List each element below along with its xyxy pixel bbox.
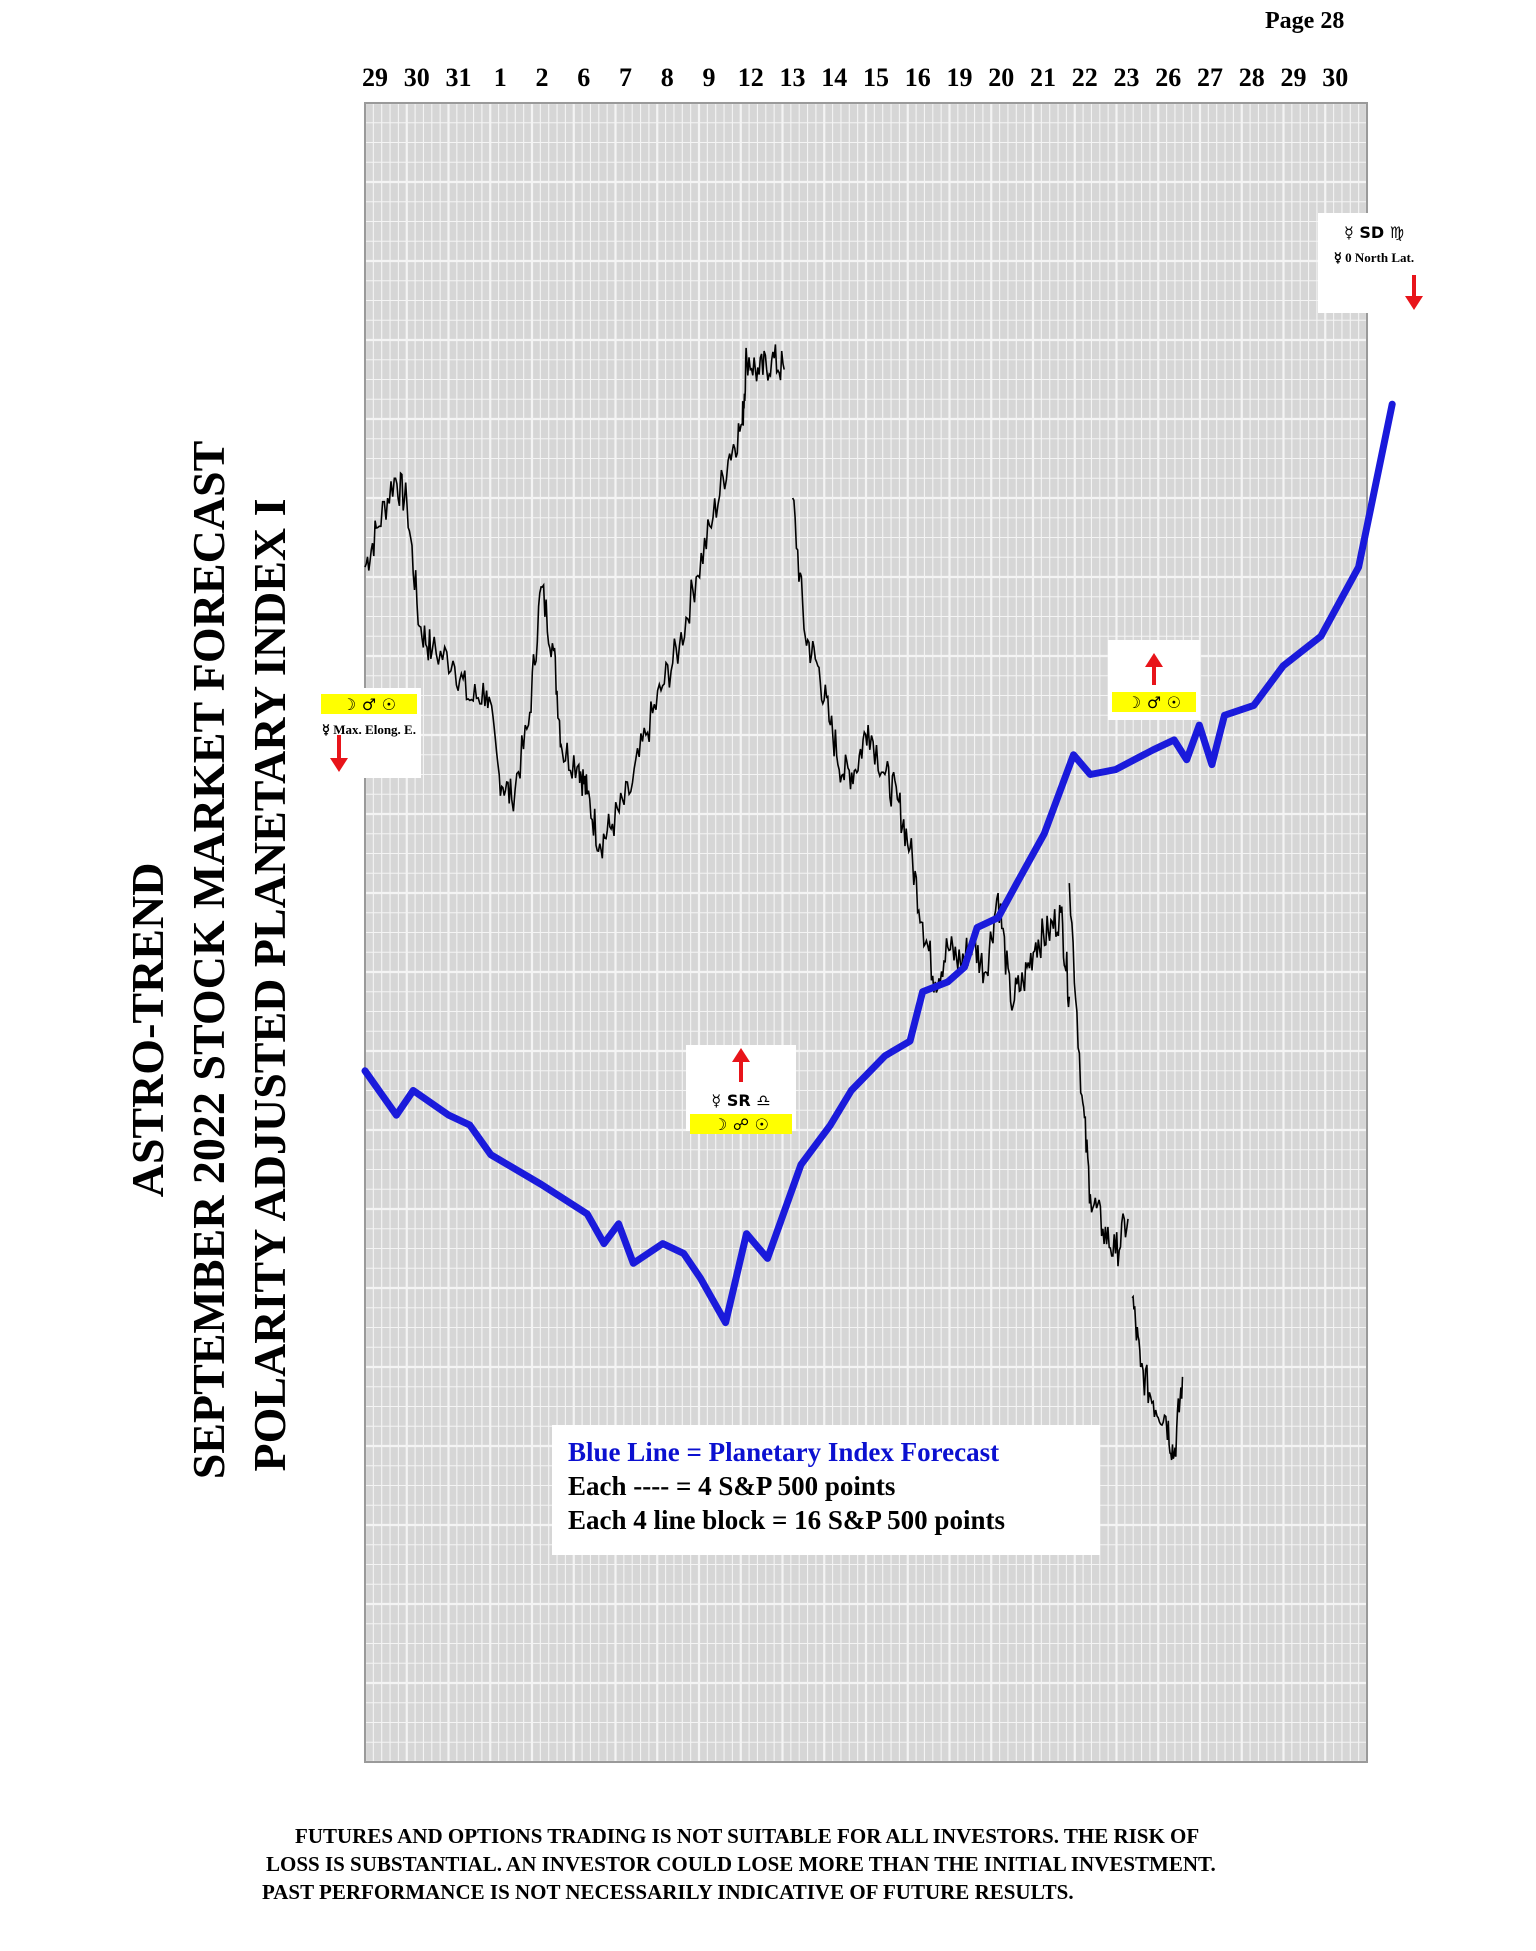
annotation-moon-mars-sun-glyphs: ☽ ♂ ☉ ☿ Max. Elong. E. — [317, 688, 421, 778]
x-tick-label: 26 — [1155, 63, 1181, 92]
price-line-segment — [364, 344, 785, 859]
x-tick-label: 13 — [780, 63, 806, 92]
x-tick-label: 16 — [905, 63, 931, 92]
x-tick-label: 23 — [1114, 63, 1140, 92]
x-tick-label: 28 — [1239, 63, 1265, 92]
x-tick-label: 14 — [821, 63, 847, 92]
page-number: Page 28 — [1265, 8, 1345, 34]
arrow-head-icon — [1145, 653, 1163, 667]
side-titles: ASTRO-TREND SEPTEMBER 2022 STOCK MARKET … — [122, 441, 295, 1480]
arrow-head-icon — [732, 1048, 750, 1062]
moon-mars-sun-glyphs: ☽ ♂ ☉ — [342, 695, 396, 714]
forecast-line — [361, 400, 1396, 1327]
price-line-segment — [1068, 883, 1129, 1267]
x-tick-labels: 29 30 31 1 2 6 7 8 9 12 13 14 15 16 19 20 21 22 23 26 27 28 29… — [362, 63, 1348, 92]
x-tick-label: 29 — [362, 63, 388, 92]
annotation-note: ☿ 0 North Lat. — [1334, 250, 1414, 265]
x-tick-label: 31 — [446, 63, 472, 92]
x-tick-label: 7 — [619, 63, 632, 92]
x-tick-label: 30 — [1322, 63, 1348, 92]
annotation-mercury-direct-virgo-glyphs: ☿ SD ♍ ☿ 0 North Lat. — [1318, 213, 1430, 313]
x-tick-label: 15 — [863, 63, 889, 92]
x-tick-label: 27 — [1197, 63, 1223, 92]
x-tick-label: 9 — [703, 63, 716, 92]
annotation-note: ☿ Max. Elong. E. — [322, 722, 416, 737]
forecast-series — [361, 400, 1396, 1327]
glyph-highlight — [321, 694, 417, 714]
moon-mars-sun-glyphs: ☽ ♂ ☉ — [1127, 693, 1181, 712]
legend-scale-block: Each 4 line block = 16 S&P 500 points — [568, 1505, 1005, 1535]
disclaimer-line-1: FUTURES AND OPTIONS TRADING IS NOT SUITA… — [295, 1824, 1200, 1848]
price-series — [364, 344, 1184, 1461]
x-tick-label: 2 — [536, 63, 549, 92]
legend-scale-line: Each ---- = 4 S&P 500 points — [568, 1471, 896, 1501]
x-tick-label: 12 — [738, 63, 764, 92]
annotation-mercury-retrograde-libra-glyphs: ☿ SR ♎ ☽ ☍ ☉ — [686, 1045, 796, 1134]
legend-forecast-label: Blue Line = Planetary Index Forecast — [568, 1437, 1000, 1467]
x-tick-label: 22 — [1072, 63, 1098, 92]
title-line-3: POLARITY ADJUSTED PLANETARY INDEX I — [244, 498, 295, 1471]
disclaimer: FUTURES AND OPTIONS TRADING IS NOT SUITA… — [250, 1822, 1450, 1906]
x-tick-label: 21 — [1030, 63, 1056, 92]
arrow-head-icon — [1405, 296, 1423, 310]
price-line-segment — [791, 497, 1071, 1011]
mercury-retrograde-libra-glyphs: ☿ SR ♎ — [711, 1091, 770, 1110]
annotations: ☽ ♂ ☉ ☿ Max. Elong. E. ☿ SR ♎ ☽ ☍ ☉ ☽ ♂ ☉ ☿ S… — [317, 213, 1430, 1134]
glyph-highlight — [1112, 692, 1196, 712]
x-tick-label: 30 — [404, 63, 430, 92]
mercury-direct-virgo-glyphs: ☿ SD ♍ — [1344, 223, 1404, 242]
x-tick-label: 1 — [494, 63, 507, 92]
mercury-retrograde-libra-glyphs: ☽ ☍ ☉ — [713, 1115, 769, 1134]
disclaimer-line-2: LOSS IS SUBSTANTIAL. AN INVESTOR COULD L… — [266, 1852, 1216, 1876]
grid-border — [364, 102, 1368, 1763]
x-tick-label: 20 — [988, 63, 1014, 92]
x-tick-label: 8 — [661, 63, 674, 92]
arrow-head-icon — [330, 758, 348, 772]
title-line-1: ASTRO-TREND — [122, 863, 173, 1198]
title-line-2: SEPTEMBER 2022 STOCK MARKET FORECAST — [183, 441, 234, 1480]
x-tick-label: 6 — [577, 63, 590, 92]
glyph-highlight — [690, 1114, 792, 1134]
x-tick-label: 29 — [1281, 63, 1307, 92]
legend-box: Blue Line = Planetary Index Forecast Eac… — [552, 1425, 1100, 1555]
annotation-moon-mars-sun-glyphs: ☽ ♂ ☉ — [1108, 640, 1200, 720]
disclaimer-line-3: PAST PERFORMANCE IS NOT NECESSARILY INDI… — [262, 1880, 1074, 1904]
x-tick-label: 19 — [947, 63, 973, 92]
price-line-segment — [1131, 1294, 1184, 1461]
